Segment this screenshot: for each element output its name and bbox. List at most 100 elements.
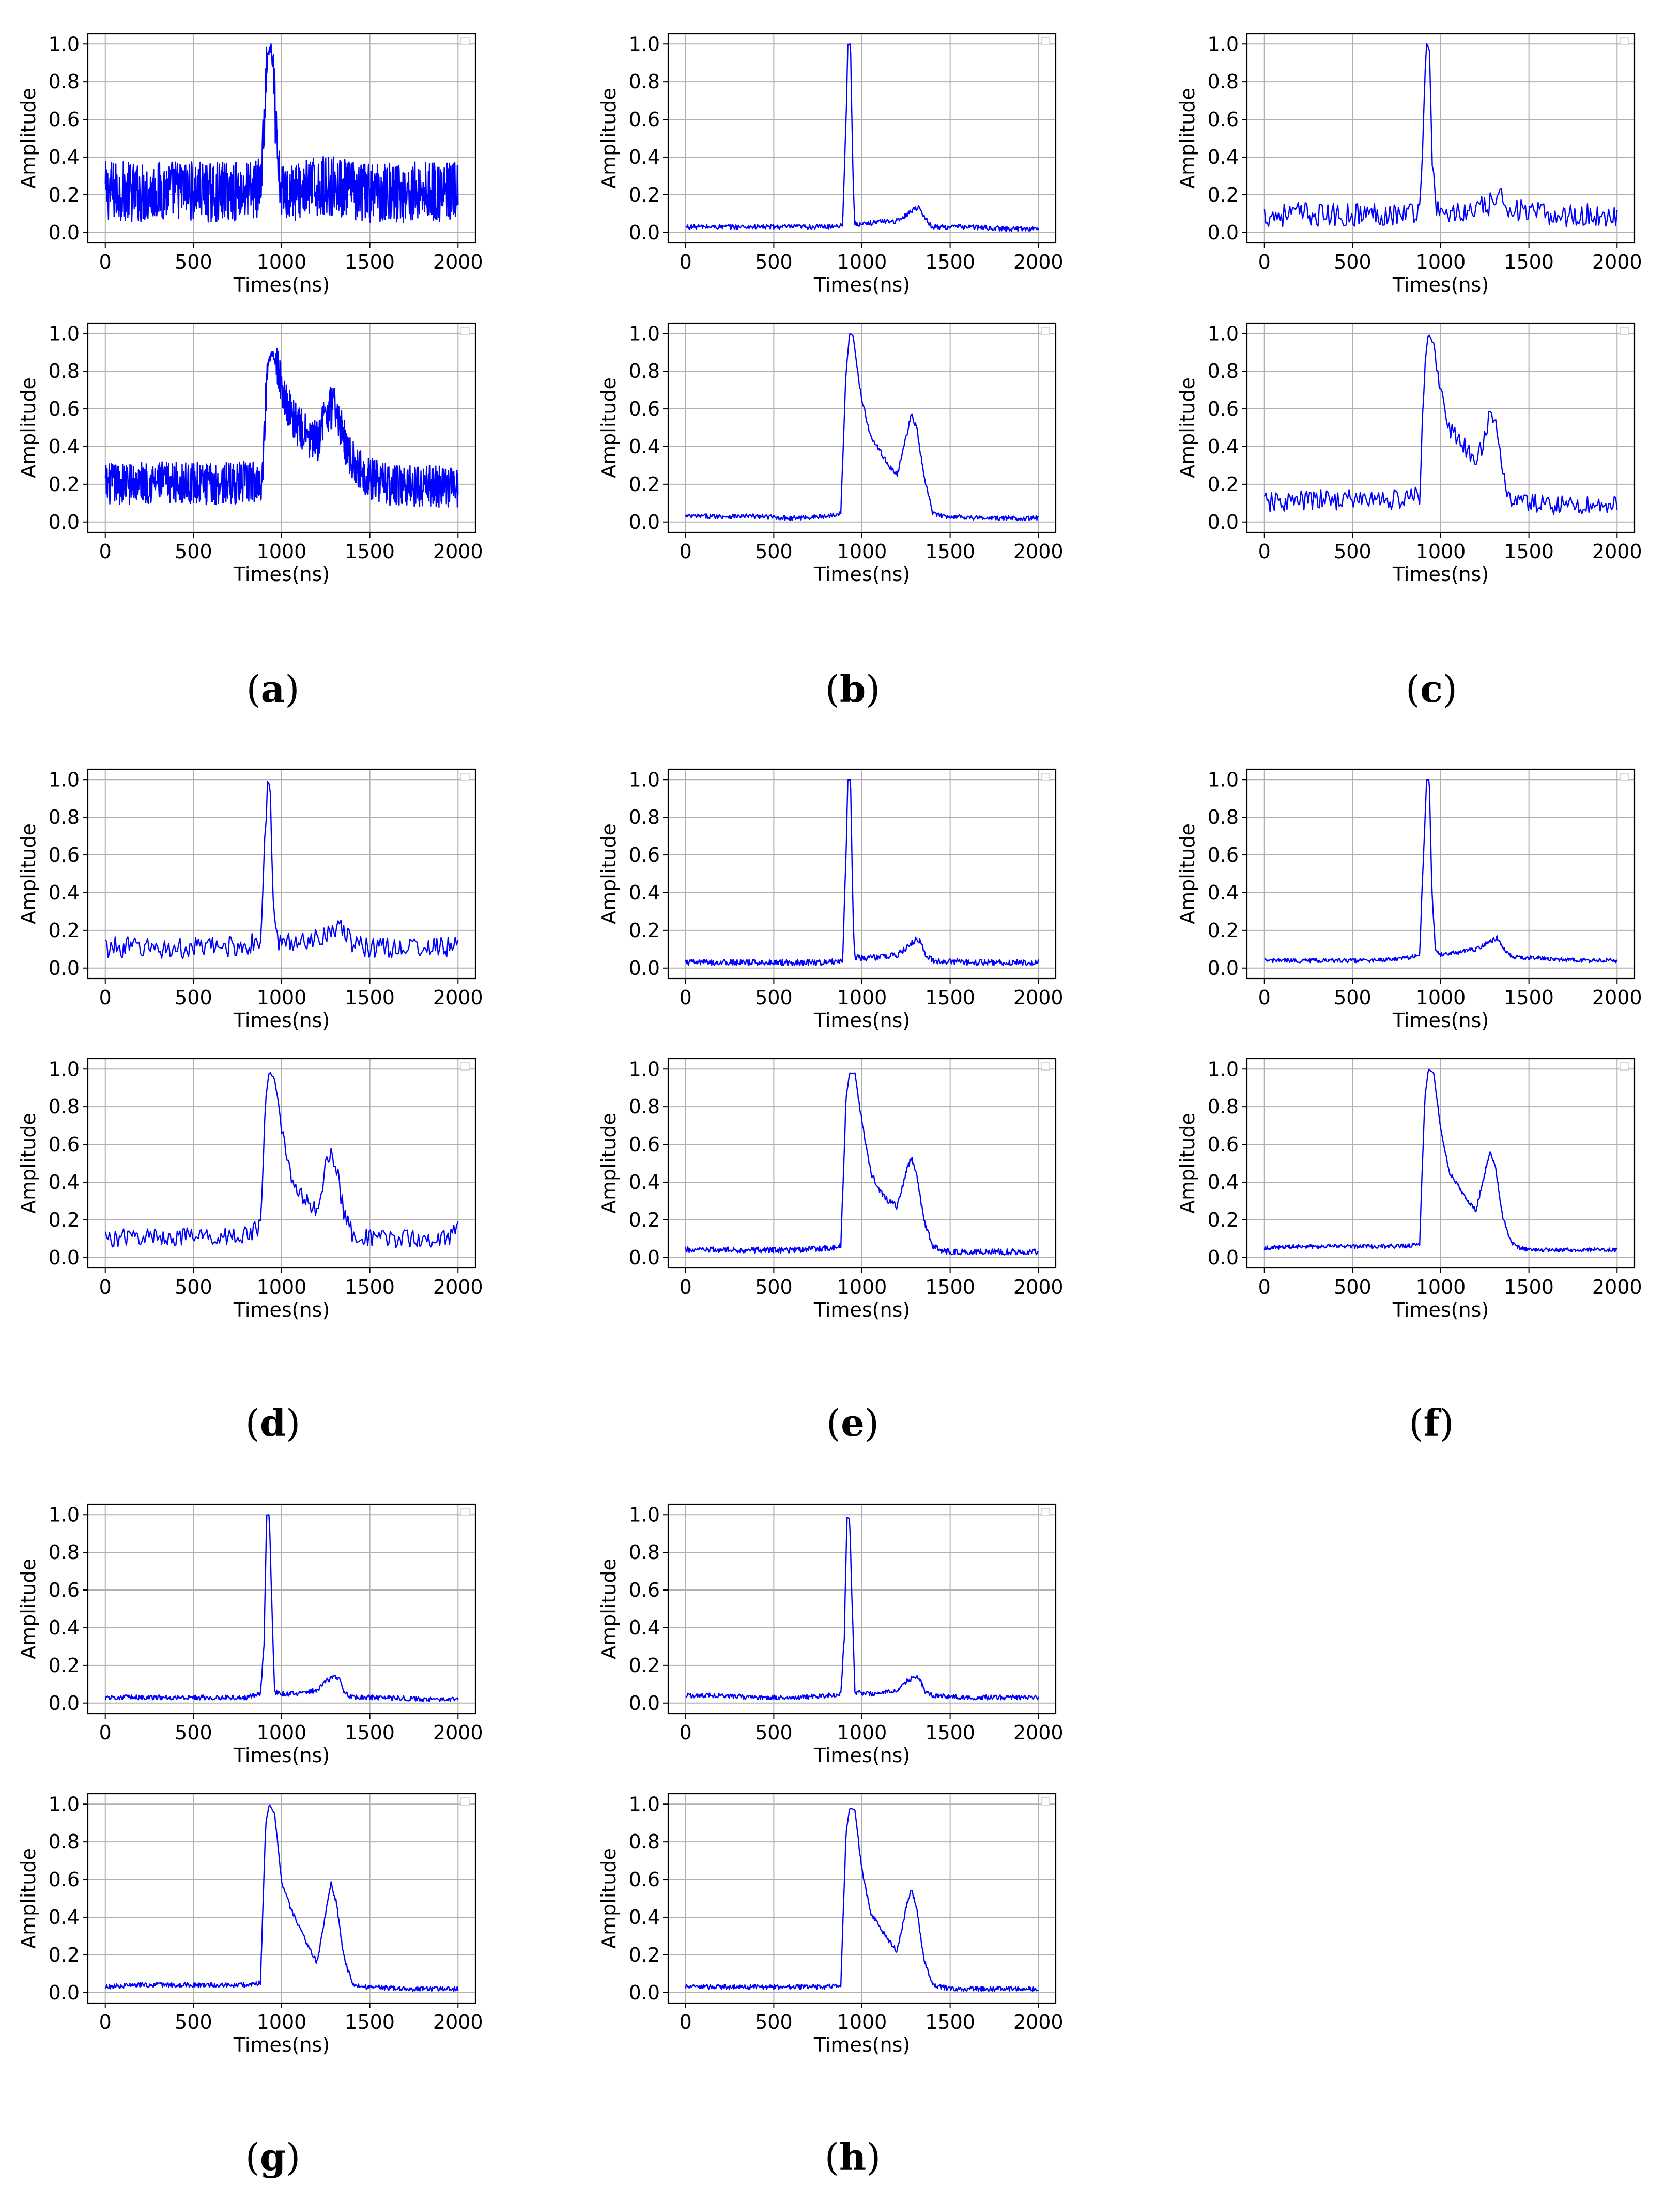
x-axis-label: Times(ns) — [813, 1009, 910, 1032]
y-tick-label: 0.6 — [1208, 398, 1239, 420]
panel-label-paren-close: ) — [286, 2135, 301, 2179]
legend-box — [1620, 773, 1629, 781]
y-tick-label: 0.6 — [629, 1579, 660, 1601]
x-tick-label: 1000 — [837, 986, 887, 1009]
y-tick-label: 0.6 — [49, 1579, 80, 1601]
y-tick-label: 0.6 — [49, 1133, 80, 1156]
legend-box — [1041, 1797, 1050, 1806]
x-tick-label: 1000 — [1416, 251, 1466, 273]
x-tick-label: 2000 — [433, 1721, 483, 1744]
x-tick-label: 2000 — [1592, 540, 1642, 563]
y-axis-label: Amplitude — [597, 1848, 620, 1949]
x-tick-label: 2000 — [433, 986, 483, 1009]
legend-box — [460, 1062, 470, 1071]
panel-label-letter: d — [259, 1401, 286, 1445]
y-tick-label: 1.0 — [629, 1503, 660, 1526]
x-tick-label: 0 — [1258, 986, 1271, 1009]
subplot-svg: 0 500 1000 1500 2000 0.0 0.2 0.4 0.6 0.8 1.0 Times(… — [597, 768, 1064, 1032]
y-axis-label: Amplitude — [1176, 88, 1199, 189]
subplot-svg: 0 500 1000 1500 2000 0.0 0.2 0.4 0.6 0.8 1.0 Times(… — [1176, 33, 1642, 296]
y-tick-label: 0.2 — [49, 919, 80, 942]
y-tick-label: 0.2 — [1208, 1209, 1239, 1231]
y-axis-label: Amplitude — [597, 823, 620, 924]
subplot-g-top: 0 500 1000 1500 2000 0.0 0.2 0.4 0.6 0.8 1.0 Times(… — [16, 1489, 496, 1770]
panel-label-paren-open: ( — [825, 667, 840, 711]
panel-label-paren-open: ( — [826, 1401, 841, 1445]
panel-label-paren-close: ) — [864, 1401, 879, 1445]
x-tick-label: 0 — [680, 2011, 692, 2034]
y-tick-label: 0.4 — [629, 1171, 660, 1194]
legend-box — [1041, 1062, 1050, 1071]
y-tick-label: 0.0 — [629, 221, 660, 244]
y-tick-label: 0.8 — [629, 360, 660, 383]
x-tick-label: 2000 — [1592, 1276, 1642, 1298]
y-tick-label: 1.0 — [49, 322, 80, 345]
x-tick-label: 500 — [175, 251, 212, 273]
subplot-svg: 0 500 1000 1500 2000 0.0 0.2 0.4 0.6 0.8 1.0 Times(… — [1176, 322, 1642, 586]
subplot-svg: 0 500 1000 1500 2000 0.0 0.2 0.4 0.6 0.8 1.0 Times(… — [1176, 768, 1642, 1032]
x-tick-label: 1500 — [345, 251, 395, 273]
y-tick-label: 1.0 — [629, 1793, 660, 1815]
subplot-d-top: 0 500 1000 1500 2000 0.0 0.2 0.4 0.6 0.8 1.0 Times(… — [16, 754, 496, 1035]
y-tick-label: 0.8 — [1208, 70, 1239, 93]
y-tick-label: 0.4 — [629, 1616, 660, 1639]
y-axis-label: Amplitude — [17, 377, 40, 478]
series-line — [685, 333, 1039, 522]
subplot-a-top: 0 500 1000 1500 2000 0.0 0.2 0.4 0.6 0.8 1.0 Times(… — [16, 18, 496, 300]
y-tick-label: 0.2 — [49, 184, 80, 206]
legend-box — [460, 1797, 470, 1806]
y-tick-label: 0.0 — [1208, 511, 1239, 533]
x-tick-label: 1000 — [257, 986, 307, 1009]
y-tick-label: 0.8 — [49, 806, 80, 829]
y-tick-label: 0.6 — [629, 844, 660, 866]
y-tick-label: 0.0 — [49, 221, 80, 244]
y-axis-label: Amplitude — [597, 1558, 620, 1659]
y-tick-label: 0.0 — [629, 511, 660, 533]
legend-box — [1041, 327, 1050, 335]
x-tick-label: 1500 — [345, 2011, 395, 2034]
x-axis-label: Times(ns) — [1392, 1298, 1489, 1321]
x-tick-label: 2000 — [433, 1276, 483, 1298]
y-tick-label: 0.0 — [49, 511, 80, 533]
y-tick-label: 0.2 — [629, 1944, 660, 1966]
series-line — [1263, 1068, 1618, 1253]
panel-label-paren-close: ) — [866, 2135, 881, 2179]
x-tick-label: 1000 — [257, 2011, 307, 2034]
y-tick-label: 1.0 — [629, 33, 660, 55]
subplot-b-top: 0 500 1000 1500 2000 0.0 0.2 0.4 0.6 0.8 1.0 Times(… — [596, 18, 1076, 300]
panel-label-paren-open: ( — [1405, 667, 1421, 711]
y-tick-label: 0.2 — [49, 1654, 80, 1677]
x-tick-label: 500 — [1334, 540, 1371, 563]
x-tick-label: 1500 — [925, 1721, 975, 1744]
y-tick-label: 0.4 — [49, 435, 80, 458]
x-tick-label: 500 — [755, 1721, 793, 1744]
panel-label-f: (f) — [1380, 1401, 1483, 1445]
x-tick-label: 500 — [755, 251, 793, 273]
y-axis-label: Amplitude — [1176, 1113, 1199, 1214]
panel-label-paren-close: ) — [1439, 1401, 1454, 1445]
y-axis-label: Amplitude — [17, 88, 40, 189]
y-tick-label: 0.8 — [1208, 360, 1239, 383]
series-line — [104, 43, 459, 223]
panel-label-a: (a) — [221, 667, 325, 711]
subplot-svg: 0 500 1000 1500 2000 0.0 0.2 0.4 0.6 0.8 1.0 Times(… — [597, 322, 1064, 586]
y-tick-label: 0.4 — [629, 435, 660, 458]
x-tick-label: 2000 — [433, 251, 483, 273]
panel-label-b: (b) — [801, 667, 904, 711]
x-tick-label: 500 — [755, 1276, 793, 1298]
series-line — [685, 43, 1039, 232]
y-tick-label: 0.2 — [629, 1654, 660, 1677]
x-tick-label: 1000 — [1416, 986, 1466, 1009]
subplot-a-bottom: 0 500 1000 1500 2000 0.0 0.2 0.4 0.6 0.8 1.0 Times(… — [16, 308, 496, 589]
y-tick-label: 0.6 — [1208, 108, 1239, 131]
subplot-f-top: 0 500 1000 1500 2000 0.0 0.2 0.4 0.6 0.8 1.0 Times(… — [1175, 754, 1655, 1035]
y-tick-label: 0.6 — [49, 1868, 80, 1891]
legend-box — [1041, 773, 1050, 781]
x-tick-label: 1500 — [925, 251, 975, 273]
y-tick-label: 0.4 — [1208, 881, 1239, 904]
x-axis-label: Times(ns) — [233, 1009, 330, 1032]
subplot-e-bottom: 0 500 1000 1500 2000 0.0 0.2 0.4 0.6 0.8 1.0 Times(… — [596, 1043, 1076, 1325]
series-line — [104, 348, 459, 508]
y-tick-label: 0.8 — [629, 70, 660, 93]
x-axis-label: Times(ns) — [813, 273, 910, 296]
